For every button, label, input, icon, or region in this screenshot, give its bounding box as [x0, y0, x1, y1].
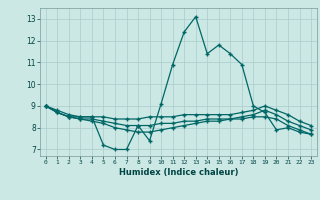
X-axis label: Humidex (Indice chaleur): Humidex (Indice chaleur) [119, 168, 238, 177]
